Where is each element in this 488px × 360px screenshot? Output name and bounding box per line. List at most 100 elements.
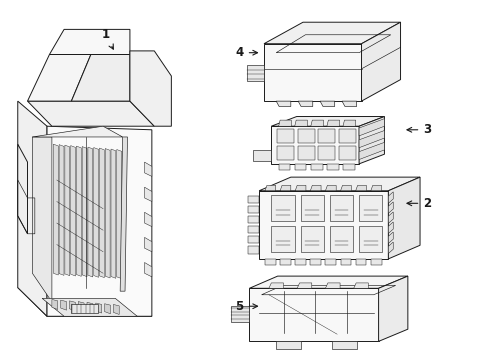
Polygon shape: [82, 147, 87, 277]
Polygon shape: [248, 246, 259, 253]
Polygon shape: [340, 185, 350, 191]
Polygon shape: [94, 148, 99, 277]
Polygon shape: [387, 212, 392, 224]
Polygon shape: [370, 259, 381, 265]
Polygon shape: [144, 187, 152, 202]
Polygon shape: [252, 150, 271, 161]
Polygon shape: [300, 195, 324, 221]
Polygon shape: [249, 276, 407, 288]
Polygon shape: [18, 288, 152, 316]
Polygon shape: [358, 117, 384, 164]
Polygon shape: [78, 302, 84, 312]
Polygon shape: [280, 259, 290, 265]
Polygon shape: [264, 185, 275, 191]
Polygon shape: [278, 120, 291, 126]
Polygon shape: [310, 164, 322, 170]
Polygon shape: [52, 300, 58, 310]
Polygon shape: [341, 101, 356, 107]
Polygon shape: [338, 129, 355, 143]
Polygon shape: [144, 212, 152, 226]
Polygon shape: [340, 259, 350, 265]
Polygon shape: [259, 191, 387, 259]
Polygon shape: [361, 22, 400, 101]
Polygon shape: [300, 226, 324, 252]
Polygon shape: [27, 101, 154, 126]
Polygon shape: [248, 216, 259, 224]
Polygon shape: [117, 149, 122, 279]
Polygon shape: [87, 302, 93, 312]
Polygon shape: [248, 226, 259, 233]
Text: 2: 2: [406, 197, 430, 210]
Polygon shape: [294, 164, 306, 170]
Polygon shape: [329, 226, 352, 252]
Polygon shape: [278, 164, 290, 170]
Polygon shape: [65, 145, 70, 276]
Polygon shape: [297, 283, 311, 288]
Polygon shape: [144, 237, 152, 252]
Polygon shape: [318, 146, 334, 160]
Polygon shape: [342, 164, 354, 170]
Polygon shape: [271, 195, 294, 221]
Polygon shape: [32, 137, 52, 302]
Polygon shape: [111, 149, 116, 278]
Polygon shape: [113, 305, 119, 315]
Polygon shape: [246, 65, 264, 81]
Polygon shape: [325, 259, 335, 265]
Polygon shape: [358, 119, 384, 136]
Polygon shape: [387, 177, 419, 259]
Polygon shape: [387, 202, 392, 213]
Polygon shape: [338, 146, 355, 160]
Polygon shape: [342, 120, 355, 126]
Polygon shape: [318, 129, 334, 143]
Polygon shape: [326, 164, 338, 170]
Polygon shape: [104, 304, 110, 314]
Polygon shape: [249, 288, 378, 341]
Polygon shape: [353, 283, 367, 288]
Polygon shape: [105, 149, 110, 278]
Polygon shape: [27, 54, 91, 101]
Polygon shape: [71, 54, 130, 101]
Polygon shape: [358, 195, 382, 221]
Polygon shape: [295, 259, 305, 265]
Polygon shape: [49, 30, 130, 54]
Polygon shape: [120, 137, 127, 291]
Polygon shape: [47, 126, 152, 316]
Polygon shape: [378, 276, 407, 341]
Polygon shape: [370, 185, 381, 191]
Polygon shape: [130, 51, 171, 126]
Polygon shape: [259, 177, 419, 191]
Polygon shape: [53, 144, 58, 275]
Polygon shape: [76, 146, 81, 276]
Polygon shape: [297, 146, 314, 160]
Polygon shape: [280, 185, 290, 191]
Polygon shape: [310, 185, 321, 191]
Polygon shape: [387, 192, 392, 203]
Polygon shape: [61, 300, 66, 310]
Polygon shape: [230, 306, 249, 321]
Polygon shape: [271, 117, 384, 126]
Polygon shape: [271, 126, 358, 164]
Polygon shape: [387, 222, 392, 233]
Polygon shape: [42, 298, 137, 316]
Polygon shape: [268, 283, 283, 288]
Polygon shape: [69, 301, 75, 311]
Polygon shape: [325, 283, 339, 288]
Polygon shape: [310, 120, 323, 126]
Polygon shape: [295, 185, 305, 191]
Text: 4: 4: [235, 46, 257, 59]
Polygon shape: [358, 226, 382, 252]
Polygon shape: [276, 101, 290, 107]
Polygon shape: [355, 185, 366, 191]
Polygon shape: [358, 142, 384, 159]
Polygon shape: [387, 242, 392, 253]
Polygon shape: [320, 101, 334, 107]
Polygon shape: [144, 162, 152, 176]
Polygon shape: [88, 147, 93, 277]
Polygon shape: [297, 129, 314, 143]
Polygon shape: [277, 146, 294, 160]
Text: 5: 5: [235, 300, 257, 313]
Polygon shape: [298, 101, 312, 107]
Polygon shape: [294, 120, 307, 126]
Polygon shape: [99, 148, 104, 278]
Polygon shape: [331, 341, 356, 349]
